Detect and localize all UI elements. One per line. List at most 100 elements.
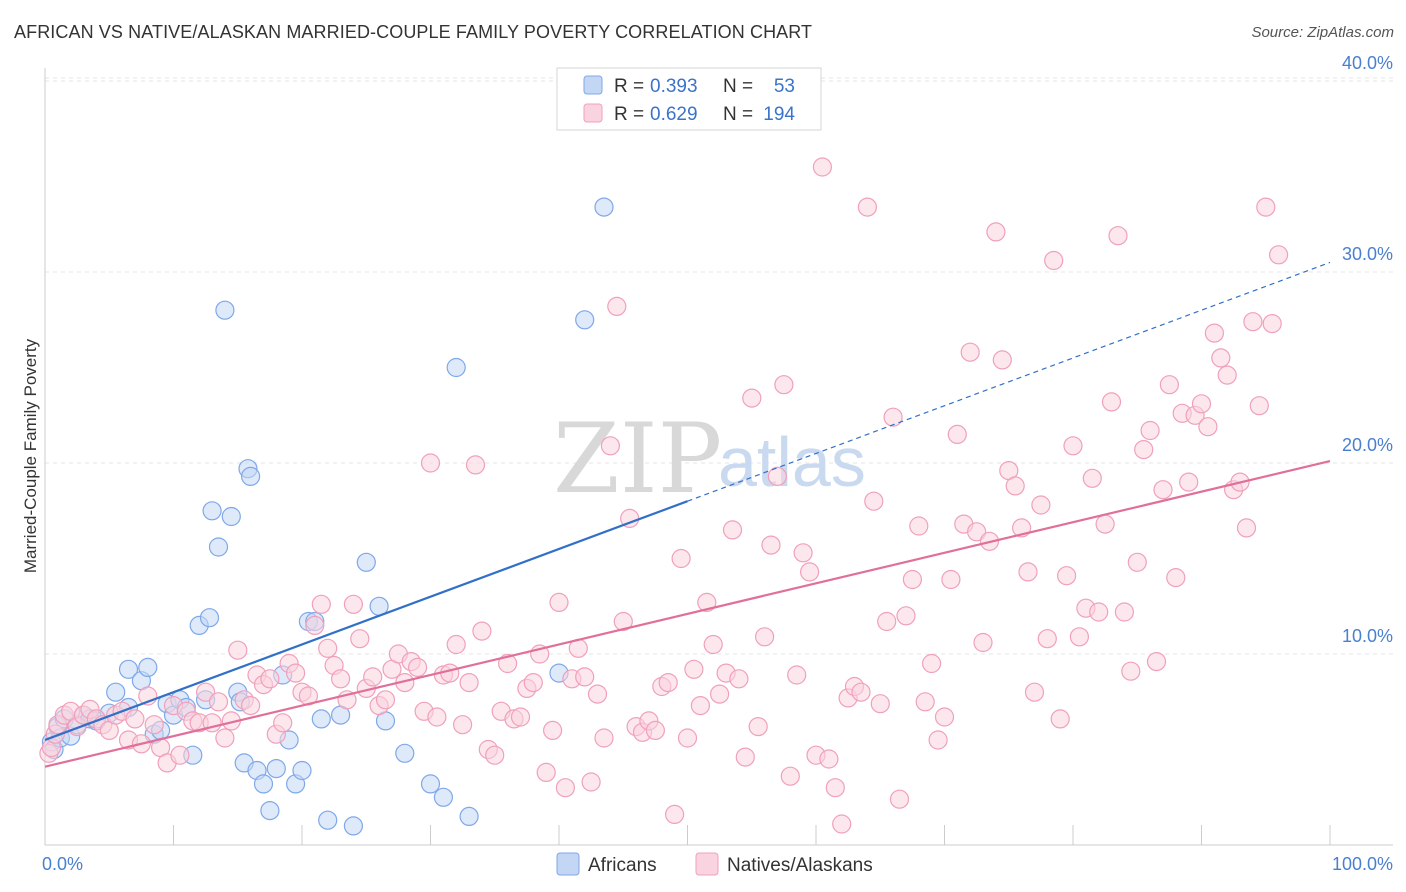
- natives-point-54: [375, 690, 396, 710]
- y-tick-label: 30.0%: [1342, 244, 1393, 264]
- natives-point-43: [305, 615, 325, 636]
- africans-point-34: [241, 466, 261, 486]
- legend-swatch-africans: [583, 75, 603, 95]
- natives-point-112: [748, 716, 768, 737]
- series-swatch-africans: [556, 852, 580, 876]
- natives-point-157: [1037, 629, 1057, 649]
- series-label-africans: Africans: [588, 855, 657, 876]
- natives-point-193: [1268, 245, 1289, 265]
- natives-point-61: [420, 453, 441, 473]
- natives-point-68: [465, 455, 486, 475]
- natives-point-139: [921, 653, 942, 674]
- africans-point-29: [221, 506, 241, 527]
- natives-point-135: [896, 606, 916, 626]
- natives-point-59: [408, 657, 428, 678]
- natives-point-114: [761, 535, 781, 555]
- natives-point-62: [427, 707, 447, 727]
- natives-point-49: [343, 594, 363, 614]
- africans-point-49: [356, 552, 376, 572]
- natives-point-177: [1166, 567, 1186, 588]
- africans-point-45: [311, 709, 331, 729]
- africans-point-58: [575, 310, 595, 330]
- natives-point-188: [1236, 518, 1257, 538]
- natives-point-136: [902, 569, 923, 590]
- natives-point-111: [742, 388, 762, 408]
- natives-point-50: [350, 629, 370, 649]
- natives-point-79: [536, 762, 556, 783]
- natives-point-119: [793, 543, 813, 563]
- africans-point-56: [459, 806, 479, 827]
- africans-point-13: [118, 659, 139, 679]
- natives-point-191: [1256, 197, 1276, 217]
- series-swatch-natives: [695, 852, 719, 876]
- natives-point-189: [1243, 312, 1263, 332]
- natives-point-165: [1089, 602, 1109, 622]
- natives-point-170: [1121, 661, 1141, 681]
- africans-point-25: [199, 608, 220, 628]
- natives-point-113: [754, 627, 775, 647]
- natives-point-40: [286, 663, 306, 683]
- natives-point-130: [864, 491, 884, 511]
- natives-point-82: [555, 778, 576, 798]
- africans-point-46: [318, 810, 338, 830]
- natives-point-118: [787, 665, 807, 685]
- africans-point-37: [260, 800, 280, 821]
- africans-points: [41, 197, 614, 836]
- trend-lines: [44, 261, 1331, 768]
- natives-point-77: [523, 672, 543, 693]
- natives-trend-line: [44, 460, 1331, 768]
- series-label-natives: Natives/Alaskans: [727, 855, 873, 876]
- natives-point-102: [684, 659, 704, 679]
- natives-point-133: [883, 407, 903, 427]
- natives-point-101: [677, 728, 698, 748]
- natives-point-89: [600, 436, 621, 456]
- natives-point-69: [472, 621, 492, 641]
- natives-point-80: [542, 720, 563, 741]
- natives-point-91: [613, 611, 633, 632]
- legend-r-value-africans: 0.393: [650, 76, 698, 97]
- natives-point-73: [498, 653, 518, 674]
- natives-point-176: [1159, 375, 1180, 395]
- natives-point-150: [992, 350, 1012, 370]
- natives-point-116: [774, 375, 794, 395]
- legend-n-value-africans: 53: [774, 76, 795, 97]
- africans-point-42: [292, 760, 312, 781]
- x-tick-label-min: 0.0%: [42, 854, 83, 874]
- africans-point-36: [253, 774, 274, 794]
- natives-point-132: [877, 611, 897, 632]
- natives-point-181: [1191, 394, 1212, 414]
- africans-trend-extension: [687, 261, 1331, 502]
- natives-point-155: [1024, 682, 1045, 702]
- natives-point-192: [1262, 314, 1282, 334]
- watermark: ZIP atlas: [553, 403, 866, 515]
- natives-point-137: [909, 516, 929, 536]
- x-tick-label-max: 100.0%: [1332, 854, 1393, 874]
- natives-point-98: [658, 672, 678, 693]
- series-legend: Africans Natives/Alaskans: [556, 852, 873, 876]
- legend-swatch-natives: [583, 103, 603, 123]
- natives-point-172: [1134, 440, 1154, 460]
- legend-n-value-natives: 194: [763, 104, 795, 125]
- natives-point-67: [459, 672, 479, 693]
- natives-point-36: [260, 669, 280, 689]
- gridlines: [45, 77, 1393, 655]
- natives-point-174: [1146, 651, 1167, 672]
- natives-point-22: [170, 745, 190, 765]
- africans-trend-line: [44, 500, 688, 741]
- natives-point-183: [1204, 323, 1225, 343]
- natives-point-152: [1005, 476, 1025, 496]
- natives-point-64: [440, 663, 460, 683]
- africans-point-55: [446, 357, 466, 378]
- natives-point-105: [703, 634, 723, 655]
- natives-point-15: [125, 709, 145, 729]
- natives-point-145: [960, 342, 980, 362]
- natives-point-125: [832, 814, 852, 834]
- natives-point-28: [208, 692, 229, 712]
- natives-point-143: [947, 424, 967, 444]
- natives-point-141: [934, 707, 955, 727]
- natives-point-128: [851, 682, 871, 702]
- natives-point-161: [1063, 436, 1083, 456]
- natives-point-117: [780, 766, 800, 786]
- natives-point-147: [973, 632, 993, 653]
- natives-point-106: [709, 684, 730, 704]
